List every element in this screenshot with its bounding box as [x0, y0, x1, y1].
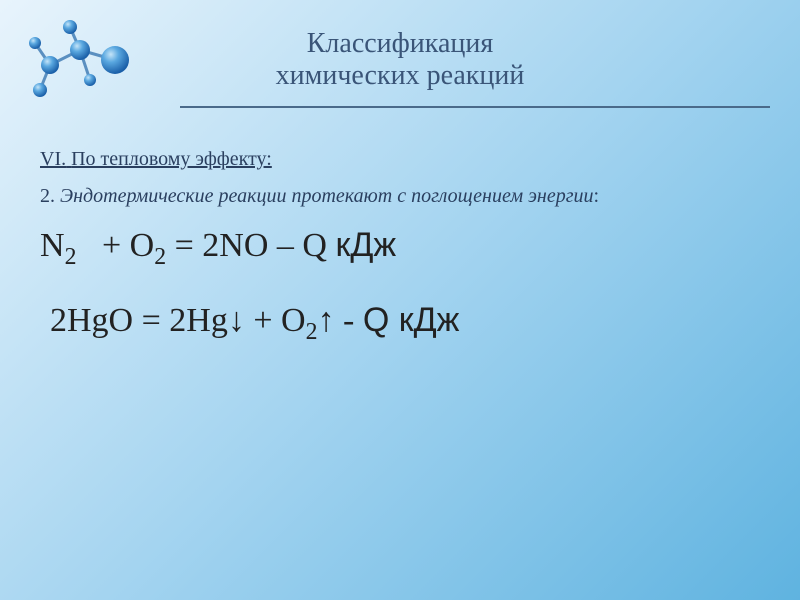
eq2-lhs: 2HgO = 2Hg↓ + O [50, 302, 306, 339]
eq1-eq: = 2NO – Q [166, 227, 335, 264]
eq1-sub-b: 2 [154, 244, 166, 270]
slide-content: VI. По тепловому эффекту: 2. Эндотермиче… [0, 108, 800, 346]
equation-1: N2 + O2 = 2NO – Q кДж [40, 226, 760, 271]
equation-2: 2HgO = 2Hg↓ + O2↑ - Q кДж [50, 301, 760, 346]
eq1-sub-a: 2 [65, 244, 77, 270]
description-rest: протекают с поглощением энергии [291, 185, 593, 207]
eq2-sub: 2 [306, 319, 318, 345]
description-term: Эндотермические реакции [60, 185, 286, 207]
molecule-icon [20, 15, 140, 105]
description-number: 2. [40, 185, 55, 207]
eq2-q: Q [363, 301, 399, 339]
description-text: 2. Эндотермические реакции протекают с п… [40, 185, 760, 208]
eq1-lhs-a: N [40, 227, 65, 264]
section-heading: VI. По тепловому эффекту: [40, 148, 760, 171]
section-text: По тепловому эффекту: [71, 148, 272, 170]
eq1-plus: + O [93, 227, 154, 264]
eq2-tail: ↑ - [317, 302, 362, 339]
section-roman: VI. [40, 148, 66, 170]
eq1-unit: кДж [335, 226, 396, 264]
eq2-unit: кДж [399, 301, 460, 339]
